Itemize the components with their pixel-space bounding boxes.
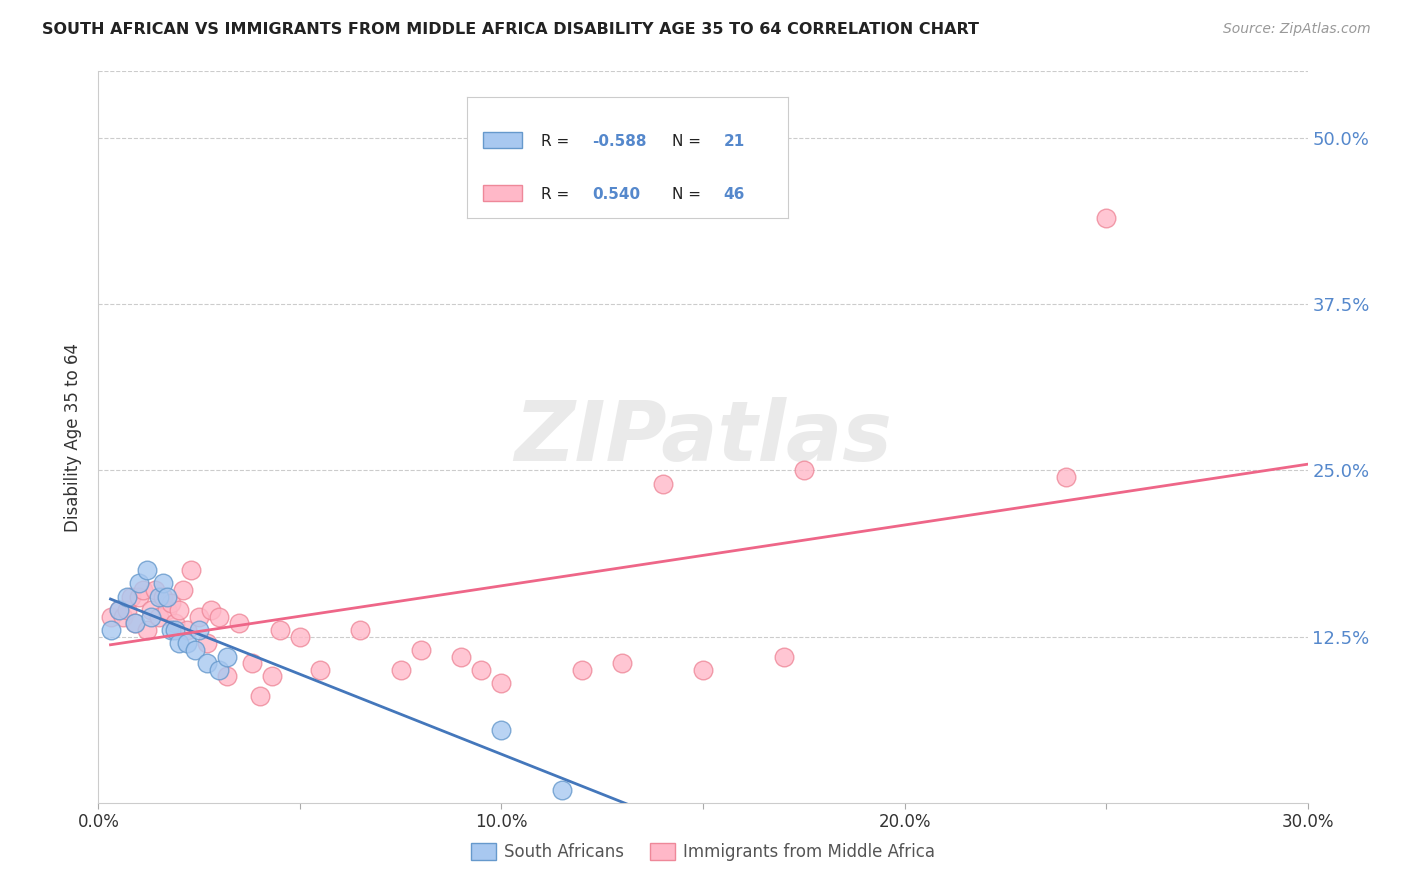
Point [120,590,142,604]
Text: Source: ZipAtlas.com: Source: ZipAtlas.com [1223,22,1371,37]
Point [115,603,138,617]
Point [148,609,170,624]
Point [176,636,198,650]
Text: ZIPatlas: ZIPatlas [515,397,891,477]
Y-axis label: Disability Age 35 to 64: Disability Age 35 to 64 [65,343,83,532]
Point [349,623,371,637]
Point [135,563,157,577]
Point [107,603,129,617]
Point [195,636,218,650]
Point [100,609,122,624]
Point [188,623,211,637]
Text: SOUTH AFRICAN VS IMMIGRANTS FROM MIDDLE AFRICA DISABILITY AGE 35 TO 64 CORRELATI: SOUTH AFRICAN VS IMMIGRANTS FROM MIDDLE … [42,22,979,37]
Point [612,656,634,670]
Point [163,623,186,637]
Point [288,630,311,644]
Point [188,609,211,624]
Point [551,782,574,797]
Point [139,609,162,624]
Point [139,603,162,617]
Point [128,576,150,591]
Point [152,590,174,604]
Point [128,590,150,604]
Point [208,609,231,624]
Point [200,603,222,617]
Point [111,609,134,624]
Point [1095,211,1118,225]
Point [180,563,202,577]
Point [1054,470,1077,484]
Point [176,623,198,637]
Point [148,590,170,604]
Point [692,663,714,677]
Point [491,723,513,737]
Point [651,476,673,491]
Legend: South Africans, Immigrants from Middle Africa: South Africans, Immigrants from Middle A… [464,836,942,868]
Point [160,623,183,637]
Point [309,663,332,677]
Point [571,663,593,677]
Point [217,649,239,664]
Point [249,690,271,704]
Point [172,582,194,597]
Point [156,590,179,604]
Point [167,636,190,650]
Point [793,463,815,477]
Point [184,643,207,657]
Point [135,623,157,637]
Point [240,656,263,670]
Point [491,676,513,690]
Point [124,616,146,631]
Point [132,582,155,597]
Point [156,603,179,617]
Point [100,623,122,637]
Point [167,603,190,617]
Point [217,669,239,683]
Point [195,656,218,670]
Point [772,649,794,664]
Point [115,590,138,604]
Point [470,663,492,677]
Point [163,616,186,631]
Point [152,576,174,591]
Point [450,649,472,664]
Point [124,616,146,631]
Point [160,596,183,610]
Point [389,663,412,677]
Point [269,623,291,637]
Point [143,582,166,597]
Point [409,643,432,657]
Point [107,603,129,617]
Point [208,663,231,677]
Point [228,616,250,631]
Point [260,669,283,683]
